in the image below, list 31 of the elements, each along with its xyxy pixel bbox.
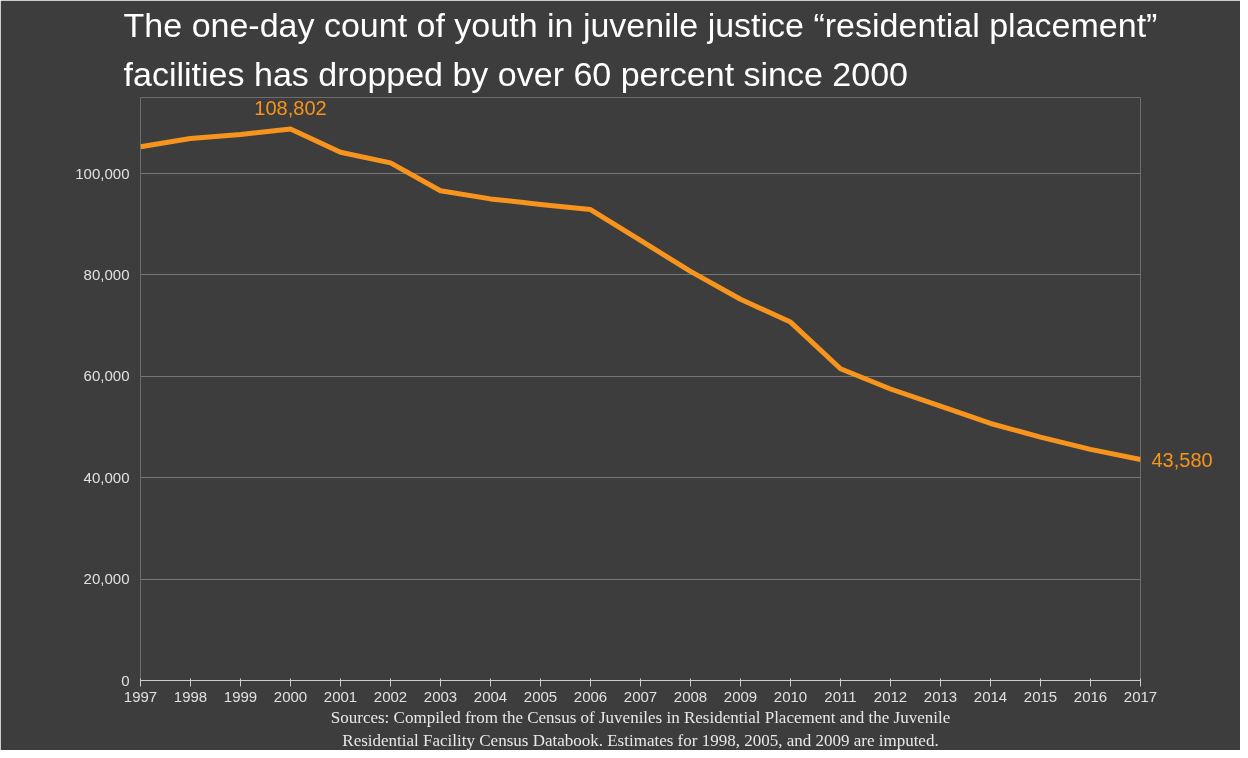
x-tick-label: 2007 [623,687,658,705]
x-tick-label: 1998 [173,687,208,705]
annotation: 108,802 [254,96,327,119]
y-tick-label: 0 [121,671,130,689]
y-tick-label: 100,000 [75,164,130,182]
x-tick-label: 2001 [323,687,358,705]
source-note: Sources: Compiled from the Census of Juveniles in Residential Placement and the Juvenile Residential Facility Census Databook. Estimates for 1998, 2005, and 2009 are imputed. [330,707,951,750]
x-tick-label: 1999 [223,687,258,705]
x-tick-label: 2010 [773,687,808,705]
x-tick-label: 2012 [873,687,908,705]
y-tick-label: 40,000 [83,468,130,486]
x-tick-label: 2014 [973,687,1008,705]
x-tick-label: 2009 [723,687,758,705]
y-tick-label: 60,000 [83,367,130,385]
x-tick-label: 2015 [1023,687,1058,705]
x-tick-label: 2008 [673,687,708,705]
y-tick-label: 80,000 [83,265,130,283]
x-tick-label: 2017 [1123,687,1158,705]
x-tick-label: 2016 [1073,687,1108,705]
x-tick-label: 2004 [473,687,508,705]
x-tick-label: 2002 [373,687,408,705]
x-tick-label: 2006 [573,687,608,705]
x-tick-label: 2003 [423,687,458,705]
annotation: 43,580 [1151,448,1213,471]
x-tick-label: 1997 [123,687,158,705]
x-tick-label: 2005 [523,687,558,705]
x-tick-label: 2013 [923,687,958,705]
y-tick-label: 20,000 [83,570,130,588]
x-tick-label: 2000 [273,687,308,705]
x-tick-label: 2011 [824,687,857,705]
chart-title: The one-day count of youth in juvenile justice “residential placement” facilities has dropped by over 60 percent since 2000 [123,6,1158,94]
